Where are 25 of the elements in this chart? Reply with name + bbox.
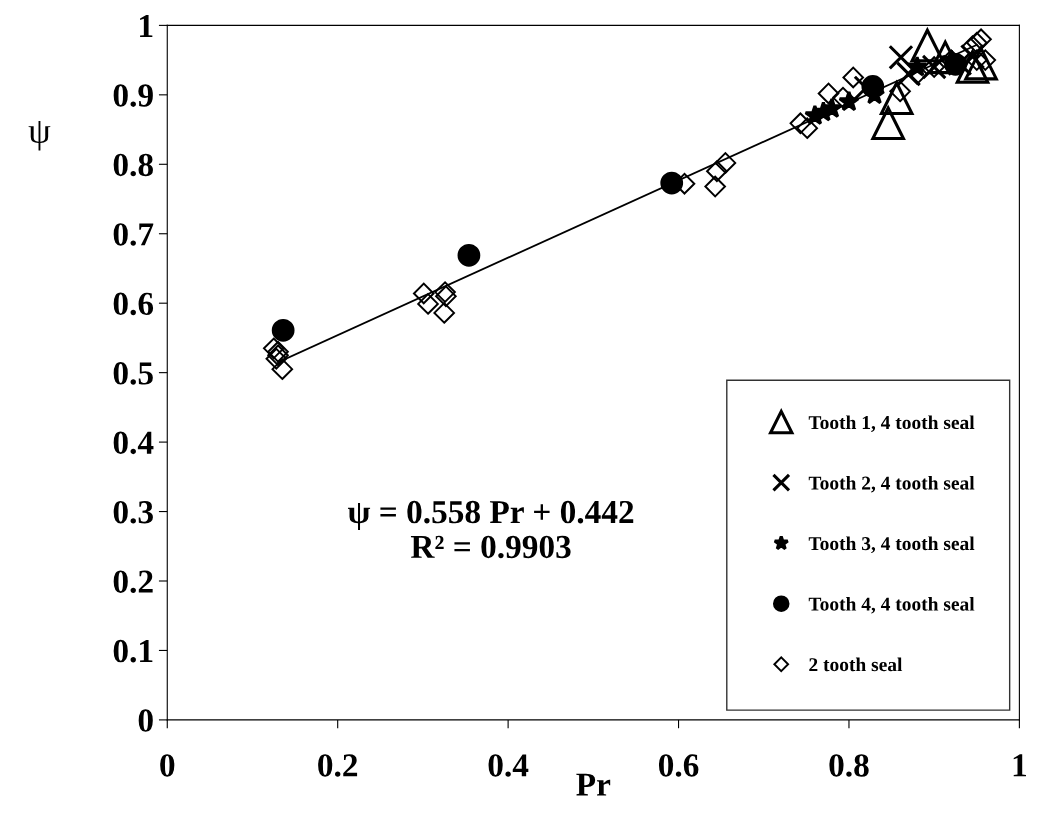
- annotation: ψ = 0.558 Pr + 0.442 R² = 0.9903: [347, 500, 634, 559]
- x-axis-title: Pr: [576, 773, 611, 796]
- y-tick-label: 0.6: [113, 292, 154, 316]
- y-tick-label: 0.4: [113, 431, 154, 455]
- x-tick-label: 0.8: [829, 754, 869, 777]
- legend-label: Tooth 4, 4 tooth seal: [808, 597, 975, 614]
- x-tick-label: 0.4: [488, 754, 529, 777]
- y-tick-label: 0: [138, 709, 153, 732]
- x-tick-label: 0.6: [658, 754, 699, 777]
- y-tick-label: 1: [140, 14, 153, 37]
- legend-label: Tooth 2, 4 tooth seal: [808, 475, 975, 493]
- y-tick-label: 0.7: [113, 223, 154, 246]
- legend-label: Tooth 1, 4 tooth seal: [808, 415, 975, 432]
- x-tick-label: 0: [160, 754, 175, 777]
- y-tick-label: 0.2: [113, 570, 153, 594]
- legend-label: 2 tooth seal: [809, 657, 903, 672]
- y-tick-label: 0.1: [113, 639, 153, 663]
- x-tick-label: 1: [1013, 754, 1026, 777]
- y-tick-label: 0.5: [113, 362, 153, 385]
- x-tick-label: 0.2: [318, 754, 358, 777]
- y-tick-label: 0.8: [113, 153, 153, 177]
- y-axis-title: ψ: [28, 120, 51, 151]
- legend-label: Tooth 3, 4 tooth seal: [808, 536, 975, 553]
- y-tick-label: 0.9: [113, 84, 153, 107]
- y-tick-label: 0.3: [113, 500, 153, 524]
